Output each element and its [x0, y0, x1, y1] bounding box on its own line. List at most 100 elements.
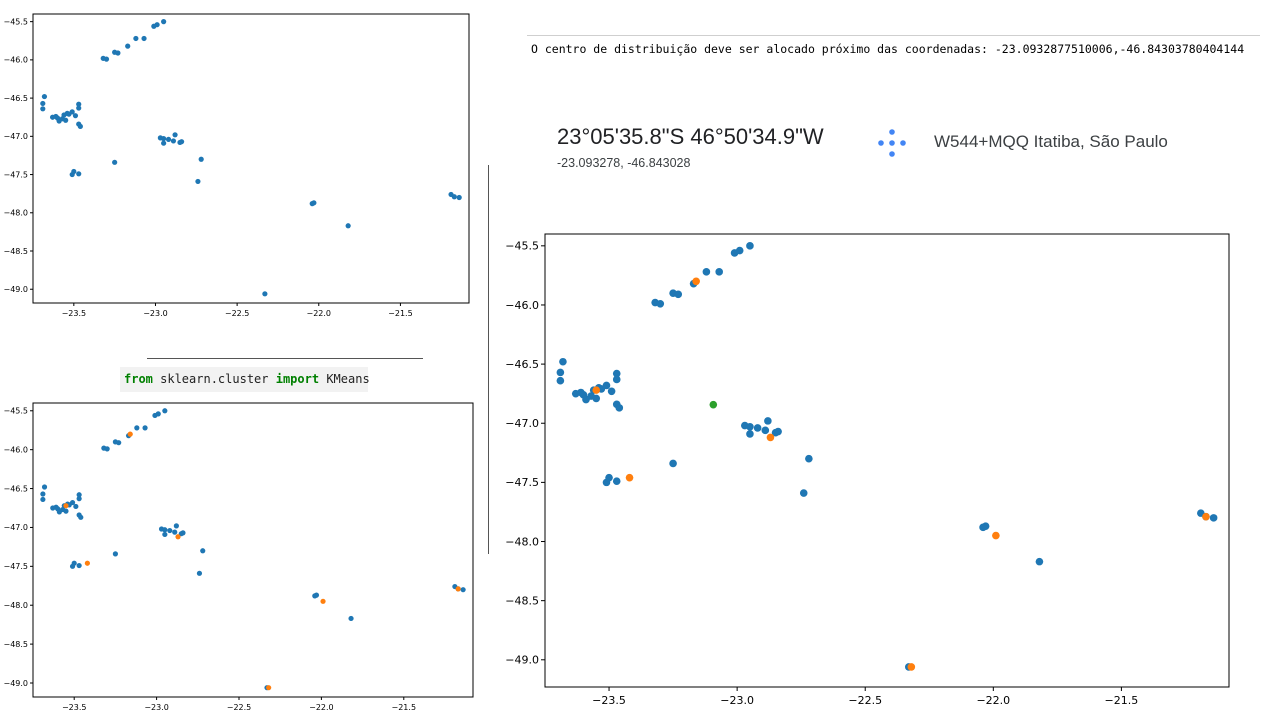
y-tick-label: −47.5: [3, 562, 28, 571]
x-tick-label: −23.5: [62, 309, 87, 318]
data-point: [116, 440, 122, 446]
data-point: [125, 43, 131, 49]
data-point: [41, 93, 48, 100]
x-tick-label: −23.5: [592, 694, 626, 707]
scatter-plot-kmeans: −23.5 −23.0 −22.5 −22.0 −21.5 −45.5 −46.0 −46.5…: [3, 402, 474, 712]
x-tick-label: −22.5: [227, 703, 252, 712]
y-tick-label: −48.0: [3, 601, 28, 610]
y-tick-label: −49.0: [3, 679, 28, 688]
data-point: [669, 459, 677, 468]
centroid-point: [592, 386, 601, 394]
code-keyword-from: from: [124, 372, 153, 386]
data-point: [178, 139, 185, 145]
data-point: [162, 408, 168, 414]
data-point: [345, 223, 351, 229]
data-point: [155, 411, 161, 417]
data-point: [1035, 557, 1044, 566]
data-point: [69, 499, 76, 506]
data-point: [456, 194, 462, 201]
data-point: [40, 100, 46, 107]
data-point: [764, 417, 772, 425]
centroid-point: [175, 534, 181, 540]
data-point: [746, 422, 754, 431]
y-tick-label: −45.5: [3, 407, 28, 416]
data-point: [348, 615, 354, 622]
code-name: KMeans: [319, 372, 370, 386]
x-tick-label: −21.5: [388, 309, 413, 318]
data-point: [612, 477, 621, 485]
data-point: [162, 527, 168, 533]
data-point: [612, 369, 621, 378]
y-tick-label: −45.5: [3, 17, 28, 26]
y-tick-label: −48.5: [3, 640, 28, 649]
centroid-point: [1202, 512, 1210, 521]
plot-frame: [32, 13, 470, 304]
y-tick-label: −46.0: [3, 445, 28, 454]
centroid-point: [320, 598, 326, 604]
data-point: [592, 394, 601, 403]
plot-frame: [32, 402, 474, 698]
x-tick-label: −22.5: [225, 309, 250, 318]
data-point: [161, 140, 167, 146]
distribution-center-point: [709, 400, 718, 409]
data-point: [40, 491, 46, 497]
data-point: [165, 136, 172, 142]
data-point: [76, 105, 82, 111]
data-point: [753, 424, 762, 432]
data-point: [167, 527, 173, 534]
y-tick-label: −46.0: [3, 56, 28, 65]
data-point: [69, 109, 75, 115]
data-point: [556, 376, 565, 385]
y-tick-label: −49.0: [505, 654, 539, 667]
data-point: [451, 194, 457, 200]
x-tick-label: −21.5: [392, 703, 417, 712]
x-tick-label: −22.0: [309, 703, 334, 712]
vertical-divider: [488, 165, 489, 554]
data-point: [198, 156, 204, 162]
centroid-point: [63, 503, 69, 509]
centroid-point: [84, 560, 90, 566]
data-point: [172, 132, 178, 138]
y-tick-label: −47.5: [3, 170, 28, 179]
data-point: [162, 531, 168, 538]
data-point: [605, 473, 613, 482]
data-point: [262, 291, 268, 297]
data-point: [196, 570, 203, 576]
data-point: [735, 246, 744, 255]
data-point: [63, 117, 69, 123]
data-point: [715, 268, 724, 276]
data-point: [76, 101, 82, 107]
y-tick-label: −48.5: [505, 595, 539, 608]
data-point: [656, 299, 665, 308]
centroid-point: [692, 277, 700, 286]
y-tick-label: −47.0: [3, 523, 28, 532]
x-tick-label: −21.5: [1105, 694, 1139, 707]
data-point: [180, 530, 186, 536]
data-point: [142, 425, 148, 431]
centroid-point: [625, 473, 634, 482]
centroid-point: [992, 531, 1000, 540]
centroid-point: [455, 586, 461, 592]
code-module: sklearn.cluster: [152, 372, 276, 386]
coordinates-decimal: -23.093278, -46.843028: [557, 156, 691, 170]
data-point: [115, 50, 121, 56]
data-point: [40, 106, 46, 112]
centroid-point: [907, 663, 916, 671]
data-point: [72, 113, 79, 119]
x-tick-label: −22.5: [848, 694, 882, 707]
y-tick-label: −46.5: [505, 358, 539, 371]
data-point: [195, 178, 201, 185]
data-point: [774, 427, 782, 436]
output-top-rule: [527, 35, 1260, 36]
data-point: [112, 551, 118, 557]
data-point: [76, 496, 82, 502]
y-tick-label: −47.0: [3, 132, 28, 141]
data-point: [674, 290, 683, 299]
x-tick-label: −22.0: [307, 309, 332, 318]
y-tick-label: −46.5: [3, 484, 28, 493]
data-point: [172, 529, 178, 535]
x-tick-label: −22.0: [976, 694, 1010, 707]
data-point: [1209, 514, 1218, 522]
y-tick-label: −48.0: [3, 209, 28, 218]
plus-code-icon: [878, 129, 906, 157]
